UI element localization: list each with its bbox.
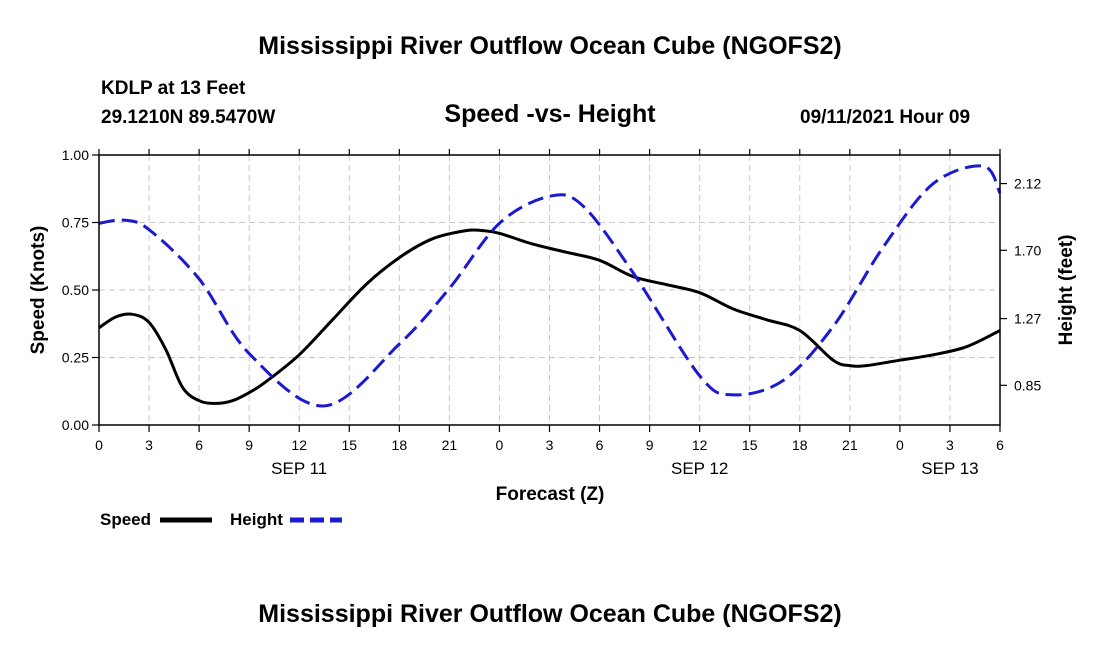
y2-axis-label: Height (feet) [1056,235,1077,346]
legend-label-height: Height [230,510,283,529]
x-axis-label: Forecast (Z) [496,484,605,505]
x-tick-label: 6 [996,437,1004,453]
x-tick-label: 12 [692,437,708,453]
x-tick-label: 12 [291,437,307,453]
chart-title-top: Mississippi River Outflow Ocean Cube (NG… [258,32,842,60]
y2-tick-label: 2.12 [1014,176,1041,192]
x-tick-label: 6 [596,437,604,453]
x-tick-label: 21 [442,437,458,453]
x-tick-label: 3 [546,437,554,453]
y2-tick-label: 0.85 [1014,377,1041,393]
grid-layer [99,155,1000,425]
y-tick-label: 1.00 [62,147,89,163]
y-tick-label: 0.00 [62,417,89,433]
x-tick-label: 6 [195,437,203,453]
location-label: 29.1210N 89.5470W [101,107,276,128]
x-tick-label: 15 [742,437,758,453]
series-line-speed [98,228,1001,405]
y2-tick-label: 1.70 [1014,242,1041,258]
axes-layer: 0 3 6 9 12 15 18 21 0 3 6 9 12 15 18 21 0 3 6 SEP 11 SEP 12 S… [62,147,1042,478]
x-tick-label: 18 [792,437,808,453]
x-tick-label: 9 [646,437,654,453]
x-tick-label: 0 [95,437,103,453]
y2-tick-label: 1.27 [1014,311,1041,327]
x-date-label: SEP 12 [671,459,728,478]
y-tick-label: 0.25 [62,350,89,366]
x-tick-label: 3 [145,437,153,453]
series-layer [98,164,1002,408]
chart-subtitle: Speed -vs- Height [444,100,656,128]
series-line-height [98,164,1002,408]
chart-title-bottom: Mississippi River Outflow Ocean Cube (NG… [258,600,842,628]
legend: Speed Height [100,510,342,529]
x-tick-label: 15 [341,437,357,453]
x-tick-label: 9 [245,437,253,453]
datetime-label: 09/11/2021 Hour 09 [800,107,971,128]
x-date-label: SEP 13 [921,459,978,478]
legend-label-speed: Speed [100,510,151,529]
y-axis-label: Speed (Knots) [28,226,49,355]
x-date-label: SEP 11 [271,459,327,478]
x-tick-label: 3 [946,437,954,453]
y-tick-label: 0.50 [62,282,89,298]
x-tick-label: 0 [496,437,504,453]
x-tick-label: 0 [896,437,904,453]
x-tick-label: 18 [392,437,408,453]
x-tick-label: 21 [842,437,858,453]
station-label: KDLP at 13 Feet [101,78,246,99]
y-tick-label: 0.75 [62,215,89,231]
